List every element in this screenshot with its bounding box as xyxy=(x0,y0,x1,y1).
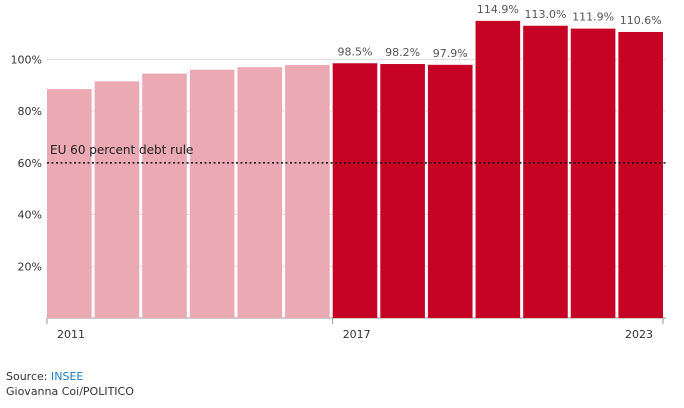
credit-line: Giovanna Coi/POLITICO xyxy=(6,385,134,398)
data-label-2019: 97.9% xyxy=(433,47,468,60)
y-tick-label: 100% xyxy=(11,53,42,66)
bar-2013 xyxy=(142,73,187,318)
reference-line-label: EU 60 percent debt rule xyxy=(50,143,193,157)
source-link[interactable]: INSEE xyxy=(50,370,84,383)
data-label-2018: 98.2% xyxy=(385,46,420,59)
debt-bar-chart: EU 60 percent debt rule 98.5% 98.2% 97.9% 1… xyxy=(11,3,666,341)
bar-2011 xyxy=(47,89,92,318)
data-labels: 98.5% 98.2% 97.9% 114.9% 113.0% 111.9% 110.6% xyxy=(338,3,662,60)
y-tick-label: 80% xyxy=(18,105,42,118)
y-tick-label: 20% xyxy=(18,260,42,273)
reference-line-group: EU 60 percent debt rule xyxy=(47,143,666,164)
x-tick-label-2017: 2017 xyxy=(343,328,371,341)
y-tick-label: 40% xyxy=(18,209,42,222)
bar-2022 xyxy=(570,28,616,318)
bars xyxy=(47,20,663,319)
bar-2012 xyxy=(94,81,140,319)
y-tick-label: 60% xyxy=(18,157,42,170)
axis-labels: 20% 40% 60% 80% 100% 2011 2017 2023 xyxy=(11,53,664,341)
source-line: Source: INSEE xyxy=(6,370,83,383)
bar-2019 xyxy=(427,64,473,318)
data-label-2020: 114.9% xyxy=(477,3,519,16)
source-prefix: Source: xyxy=(6,370,51,383)
data-label-2022: 111.9% xyxy=(572,11,614,24)
bar-2017 xyxy=(332,63,378,318)
bar-2016 xyxy=(285,65,330,318)
x-tick-label-2011: 2011 xyxy=(57,328,85,341)
bar-2014 xyxy=(189,69,235,318)
bar-2021 xyxy=(523,25,568,319)
bar-2018 xyxy=(380,64,425,318)
data-label-2023: 110.6% xyxy=(620,14,662,27)
data-label-2021: 113.0% xyxy=(524,8,566,21)
data-label-2017: 98.5% xyxy=(338,45,373,58)
bar-2015 xyxy=(237,67,283,318)
bar-2023 xyxy=(618,31,663,319)
bar-2020 xyxy=(475,20,521,319)
x-tick-label-2023: 2023 xyxy=(625,328,653,341)
